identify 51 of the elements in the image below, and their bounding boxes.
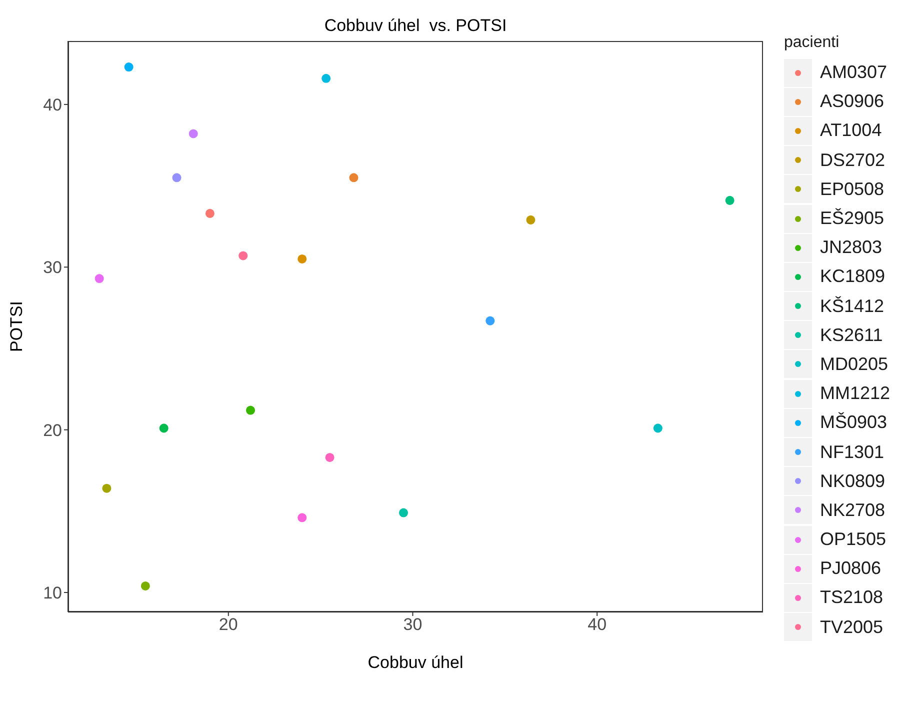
- legend-label: NK0809: [820, 470, 886, 492]
- legend-label: PJ0806: [820, 558, 882, 580]
- legend-title: pacienti: [784, 34, 840, 52]
- point: [205, 208, 214, 218]
- legend-label: EŠ2905: [820, 208, 884, 230]
- legend-label: NF1301: [820, 442, 884, 463]
- legend-label: MD0205: [820, 354, 888, 375]
- legend-label: NK2708: [820, 500, 886, 521]
- point: [94, 274, 104, 284]
- point: [486, 316, 495, 326]
- legend-label: DS2702: [820, 150, 886, 171]
- point: [526, 215, 536, 224]
- point: [172, 173, 182, 182]
- legend-label: OP1505: [820, 529, 886, 550]
- y-tick-label: 30: [43, 258, 62, 278]
- point: [349, 173, 358, 182]
- y-axis-title: POTSI: [7, 300, 26, 352]
- point: [238, 251, 248, 260]
- point: [298, 513, 307, 522]
- point: [246, 406, 256, 415]
- point: [298, 254, 307, 264]
- legend-label: KC1809: [820, 266, 886, 288]
- x-tick-label: 40: [588, 615, 607, 634]
- point: [124, 62, 134, 72]
- legend-label: AS0906: [820, 91, 884, 112]
- legend-label: EP0508: [820, 178, 884, 200]
- point: [188, 129, 198, 138]
- y-tick-label: 10: [43, 584, 62, 603]
- point: [653, 424, 662, 433]
- x-tick-label: 20: [218, 615, 238, 634]
- point: [322, 74, 331, 83]
- point: [325, 452, 334, 462]
- y-tick-label: 40: [43, 95, 62, 114]
- legend-label: JN2803: [820, 237, 882, 258]
- point: [102, 484, 112, 493]
- legend-label: AT1004: [820, 120, 882, 142]
- chart-title: Cobbuv úhel vs. POTSI: [323, 16, 508, 36]
- legend-label: MŠ0903: [820, 412, 888, 434]
- point: [399, 508, 408, 518]
- point: [140, 581, 150, 590]
- x-axis-title: Cobbuv úhel: [368, 653, 464, 672]
- legend-label: TV2005: [820, 616, 884, 638]
- legend-label: KS2611: [820, 324, 883, 346]
- legend-label: AM0307: [820, 62, 888, 84]
- point: [159, 424, 168, 433]
- legend-label: MM1212: [820, 383, 890, 404]
- x-tick-label: 30: [403, 615, 422, 634]
- legend-label: TS2108: [820, 587, 884, 608]
- legend-label: KŠ1412: [820, 296, 884, 317]
- y-tick-label: 20: [43, 420, 62, 440]
- point: [725, 196, 734, 205]
